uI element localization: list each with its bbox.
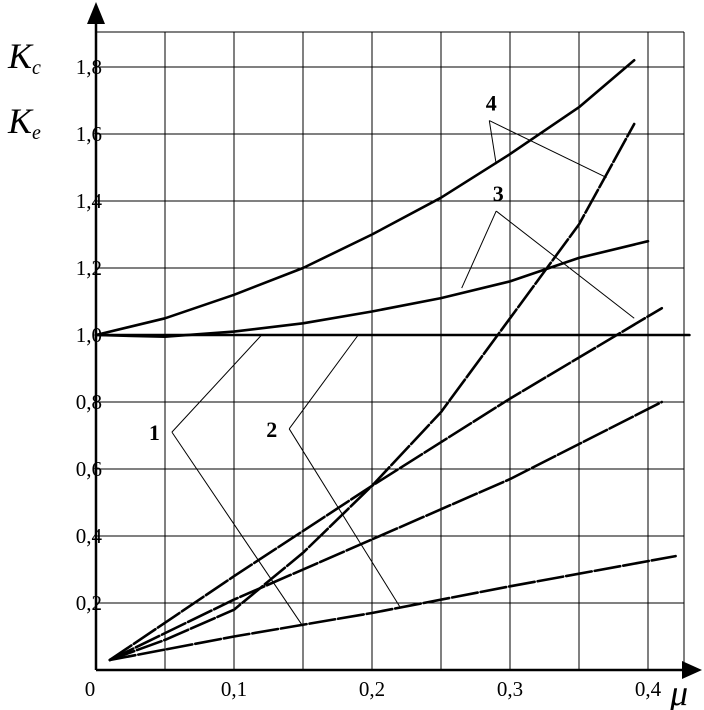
- y-tick-label: 1,0: [76, 323, 102, 347]
- y-axis-label-kc-main: K: [7, 36, 34, 76]
- x-tick-label: 0,2: [359, 677, 385, 701]
- y-tick-label: 1,2: [76, 256, 102, 280]
- series-line-5: [108, 306, 664, 662]
- annotation-leader-4: [489, 120, 607, 178]
- axes: [87, 2, 702, 679]
- curve-label-3: 3: [493, 181, 504, 206]
- y-tick-label: 0,8: [76, 390, 102, 414]
- curve-label-2: 2: [266, 417, 277, 442]
- annotation-leader-1: [171, 334, 262, 433]
- annotation-leader-1: [171, 431, 304, 627]
- y-axis-label-ke-sub: e: [32, 122, 41, 144]
- annotation-leader-4: [488, 120, 497, 165]
- annotations: 1 2 3 4: [149, 91, 635, 627]
- annotation-leader-3: [495, 210, 635, 319]
- y-tick-label: 0,4: [76, 524, 103, 548]
- grid: [96, 31, 685, 670]
- series-group: [94, 59, 691, 662]
- annotation-leader-2: [288, 428, 401, 607]
- y-axis-label-kc: Kc: [7, 36, 41, 79]
- y-tick-label: 1,6: [76, 122, 102, 146]
- y-axis-label-kc-sub: c: [32, 57, 41, 79]
- x-tick-labels: 0,1 0,2 0,3 0,4: [221, 677, 662, 701]
- x-tick-label: 0,4: [635, 677, 662, 701]
- series-line-7: [108, 554, 677, 662]
- y-tick-label: 0,2: [76, 591, 102, 615]
- annotation-leader-2: [288, 334, 359, 430]
- y-tick-label: 0,6: [76, 457, 102, 481]
- y-axis-label-ke-main: K: [7, 101, 34, 141]
- x-tick-label: 0,1: [221, 677, 247, 701]
- y-tick-label: 1,4: [76, 189, 103, 213]
- y-tick-labels: 0,2 0,4 0,6 0,8 1,0 1,2 1,4 1,6 1,8: [76, 55, 103, 615]
- curve-label-1: 1: [149, 420, 160, 445]
- curve-label-4: 4: [486, 91, 497, 116]
- y-axis-arrow: [87, 2, 105, 24]
- x-tick-label: 0,3: [497, 677, 523, 701]
- x-axis-arrow: [682, 661, 702, 679]
- x-axis-label: μ: [669, 673, 688, 710]
- series-line-1: [94, 59, 636, 337]
- origin-label: 0: [85, 677, 96, 701]
- series-line-6: [108, 400, 664, 662]
- y-tick-label: 1,8: [76, 55, 102, 79]
- annotation-leader-3: [461, 210, 497, 289]
- y-axis-label-ke: Ke: [7, 101, 41, 144]
